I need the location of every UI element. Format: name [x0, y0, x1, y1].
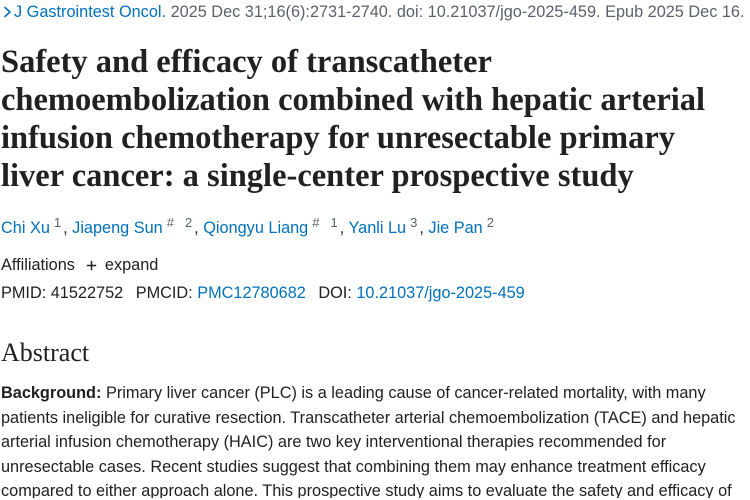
- abstract-line-text: Primary liver cancer (PLC) is a leading …: [106, 384, 706, 402]
- author-affiliation-marks: 1: [54, 215, 61, 230]
- abstract-heading: Abstract: [1, 338, 90, 367]
- author-separator: ,: [339, 219, 345, 237]
- doi: DOI: 10.21037/jgo-2025-459: [318, 284, 524, 302]
- author-separator: ,: [63, 219, 68, 237]
- abstract-line: unresectable cases. Recent studies sugge…: [1, 457, 706, 476]
- affiliations-row: Affiliations expand: [1, 253, 158, 277]
- doi-link[interactable]: 10.21037/jgo-2025-459: [356, 284, 525, 302]
- pmid-label: PMID:: [1, 284, 47, 302]
- article-title-line: chemoembolization combined with hepatic …: [1, 82, 706, 118]
- identifiers-row: PMID: 41522752 PMCID: PMC12780682 DOI: 10.2…: [1, 281, 533, 305]
- article-title-line: Safety and efficacy of transcatheter: [1, 44, 492, 80]
- abstract-text: Background: Primary liver cancer (PLC) is…: [1, 381, 736, 498]
- citation-epub-date: Epub 2025 Dec 16.: [605, 3, 745, 21]
- author-name[interactable]: Jie Pan: [428, 219, 483, 237]
- author-name[interactable]: Jiapeng Sun: [72, 219, 163, 237]
- author-separator: ,: [419, 219, 424, 237]
- author-name[interactable]: Qiongyu Liang: [203, 219, 309, 237]
- article-title-line: liver cancer: a single-center prospectiv…: [1, 158, 634, 194]
- citation-details: 2025 Dec 31;16(6):2731-2740.: [170, 3, 393, 21]
- pmcid: PMCID: PMC12780682: [136, 284, 306, 302]
- affiliation-link[interactable]: 3: [410, 215, 418, 230]
- abstract-line: Background: Primary liver cancer (PLC) is…: [1, 381, 736, 406]
- citation-doi: doi: 10.21037/jgo-2025-459.: [396, 3, 601, 21]
- abstract-line: compared to either approach alone. This …: [1, 482, 732, 498]
- affiliation-link[interactable]: 2: [184, 215, 193, 230]
- pmid: PMID: 41522752: [1, 284, 123, 302]
- author-affiliation-marks: #2: [167, 215, 192, 230]
- abstract-line: arterial infusion chemotherapy (HAIC) ar…: [1, 433, 667, 451]
- affiliation-link[interactable]: 1: [53, 215, 62, 230]
- expand-label: expand: [104, 256, 159, 274]
- affiliation-link[interactable]: 2: [486, 215, 494, 230]
- author-separator: ,: [194, 219, 199, 237]
- doi-label: DOI:: [318, 284, 352, 302]
- abstract-section-label: Background:: [1, 384, 102, 402]
- equal-contribution-mark: #: [166, 215, 174, 230]
- author-name[interactable]: Yanli Lu: [348, 219, 407, 237]
- author-affiliation-marks: #1: [312, 215, 337, 230]
- chevron-right-icon[interactable]: [3, 6, 12, 18]
- affiliation-link[interactable]: 1: [330, 215, 338, 230]
- pmcid-label: PMCID:: [135, 284, 193, 302]
- affiliations-expand-button[interactable]: expand: [86, 253, 158, 277]
- author-affiliation-marks: 2: [487, 215, 494, 230]
- citation-line: J Gastrointest Oncol. 2025 Dec 31;16(6):…: [0, 2, 745, 22]
- author-name[interactable]: Chi Xu: [1, 219, 50, 237]
- abstract-line: patients ineligible for curative resecti…: [1, 408, 736, 427]
- author-affiliation-marks: 3: [410, 215, 417, 230]
- author-list: Chi Xu 1, Jiapeng Sun #2, Qiongyu Liang #1,…: [1, 216, 494, 240]
- pmcid-link[interactable]: PMC12780682: [197, 284, 306, 302]
- affiliations-label: Affiliations: [1, 256, 75, 274]
- article-title: Safety and efficacy of transcatheter che…: [1, 43, 705, 195]
- journal-actions-button[interactable]: J Gastrointest Oncol.: [14, 3, 167, 21]
- plus-icon: [86, 260, 97, 271]
- pmid-value: 41522752: [50, 284, 124, 302]
- article-title-line: infusion chemotherapy for unresectable p…: [1, 120, 676, 156]
- equal-contribution-mark: #: [312, 215, 320, 230]
